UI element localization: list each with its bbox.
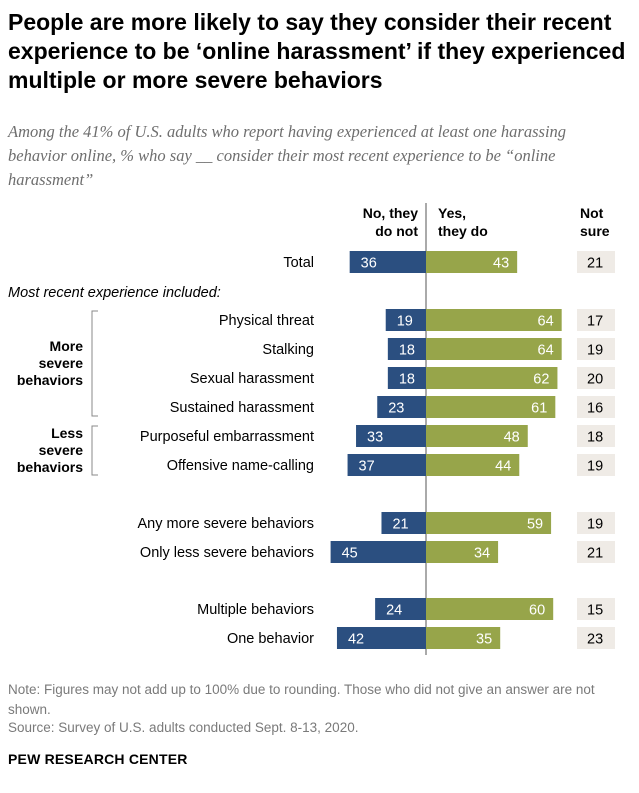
bar-label-no: 45 [342, 546, 358, 562]
group-label: severe [39, 355, 84, 371]
notsure-box [577, 454, 615, 476]
bar-label-yes: 34 [474, 546, 490, 562]
notsure-value: 21 [587, 546, 603, 562]
category-label: Stalking [262, 342, 314, 358]
group-label: behaviors [17, 372, 83, 388]
bar-no [375, 598, 426, 620]
group-label: Less [51, 425, 83, 441]
category-label: Only less severe behaviors [140, 545, 314, 561]
category-label: Physical threat [219, 313, 314, 329]
column-header-yes: Yes, [438, 205, 466, 221]
bar-label-yes: 59 [527, 517, 543, 533]
chart-source: Source: Survey of U.S. adults conducted … [8, 720, 359, 735]
bar-label-no: 21 [392, 517, 408, 533]
notsure-value: 23 [587, 632, 603, 648]
column-header-no: No, they [363, 205, 418, 221]
bar-yes [426, 251, 518, 273]
category-label: Total [283, 255, 314, 271]
notsure-box [577, 338, 615, 360]
notsure-box [577, 396, 615, 418]
group-label: More [50, 338, 84, 354]
notsure-box [577, 627, 615, 649]
bar-label-no: 42 [348, 632, 364, 648]
bar-yes [426, 396, 556, 418]
bar-label-no: 19 [397, 314, 413, 330]
bar-no [377, 396, 426, 418]
category-label: Sustained harassment [170, 400, 314, 416]
bar-no [356, 425, 426, 447]
section-label: Most recent experience included: [8, 285, 221, 301]
notsure-value: 21 [587, 256, 603, 272]
bar-yes [426, 309, 562, 331]
bar-label-no: 36 [361, 256, 377, 272]
notsure-box [577, 425, 615, 447]
notsure-value: 17 [587, 314, 603, 330]
notsure-value: 16 [587, 401, 603, 417]
notsure-box [577, 309, 615, 331]
bar-label-yes: 60 [529, 603, 545, 619]
notsure-value: 15 [587, 603, 603, 619]
bar-yes [426, 627, 501, 649]
bar-yes [426, 367, 558, 389]
notsure-box [577, 251, 615, 273]
bar-label-no: 33 [367, 430, 383, 446]
bar-yes [426, 454, 520, 476]
category-label: Purposeful embarrassment [140, 429, 314, 445]
category-label: Sexual harassment [190, 371, 314, 387]
chart-area: No, they do not Yes, they do Not sure Most rec… [8, 203, 615, 655]
bar-label-yes: 43 [493, 256, 509, 272]
category-label: Any more severe behaviors [138, 516, 315, 532]
bar-label-yes: 64 [538, 343, 554, 359]
bar-yes [426, 512, 552, 534]
notsure-box [577, 512, 615, 534]
bar-no [385, 309, 426, 331]
bar-yes [426, 425, 528, 447]
bar-no [336, 627, 426, 649]
group-label: behaviors [17, 459, 83, 475]
bar-no [349, 251, 426, 273]
bar-yes [426, 338, 562, 360]
group-label: severe [39, 442, 84, 458]
bar-yes [426, 541, 499, 563]
notsure-box [577, 598, 615, 620]
category-label: Offensive name-calling [167, 458, 314, 474]
notsure-box [577, 541, 615, 563]
bar-no [387, 367, 426, 389]
bar-label-yes: 35 [476, 632, 492, 648]
bar-label-no: 37 [359, 459, 375, 475]
column-header-notsure: sure [580, 223, 610, 239]
notsure-box [577, 367, 615, 389]
bar-label-yes: 48 [504, 430, 520, 446]
notsure-value: 19 [587, 459, 603, 475]
bar-yes [426, 598, 554, 620]
notsure-value: 20 [587, 372, 603, 388]
notsure-value: 18 [587, 430, 603, 446]
group-bracket [91, 425, 98, 476]
chart-subtitle: Among the 41% of U.S. adults who report … [8, 122, 567, 189]
bar-label-no: 23 [388, 401, 404, 417]
column-header-no: do not [375, 223, 418, 239]
bar-label-no: 18 [399, 343, 415, 359]
bar-label-yes: 64 [538, 314, 554, 330]
brand-logo-text: PEW RESEARCH CENTER [8, 751, 188, 767]
notsure-value: 19 [587, 343, 603, 359]
bar-no [381, 512, 426, 534]
bar-label-yes: 44 [495, 459, 511, 475]
group-bracket [91, 310, 98, 417]
bar-no [347, 454, 426, 476]
chart-title: People are more likely to say they consi… [8, 9, 626, 93]
chart-note: Note: Figures may not add up to 100% due… [8, 682, 595, 717]
category-label: One behavior [227, 631, 314, 647]
bar-no [330, 541, 426, 563]
bar-label-no: 18 [399, 372, 415, 388]
column-header-yes: they do [438, 223, 488, 239]
notsure-value: 19 [587, 517, 603, 533]
bar-label-yes: 62 [533, 372, 549, 388]
category-label: Multiple behaviors [197, 602, 314, 618]
bar-label-no: 24 [386, 603, 402, 619]
column-header-notsure: Not [580, 205, 604, 221]
bar-label-yes: 61 [531, 401, 547, 417]
bar-no [387, 338, 426, 360]
